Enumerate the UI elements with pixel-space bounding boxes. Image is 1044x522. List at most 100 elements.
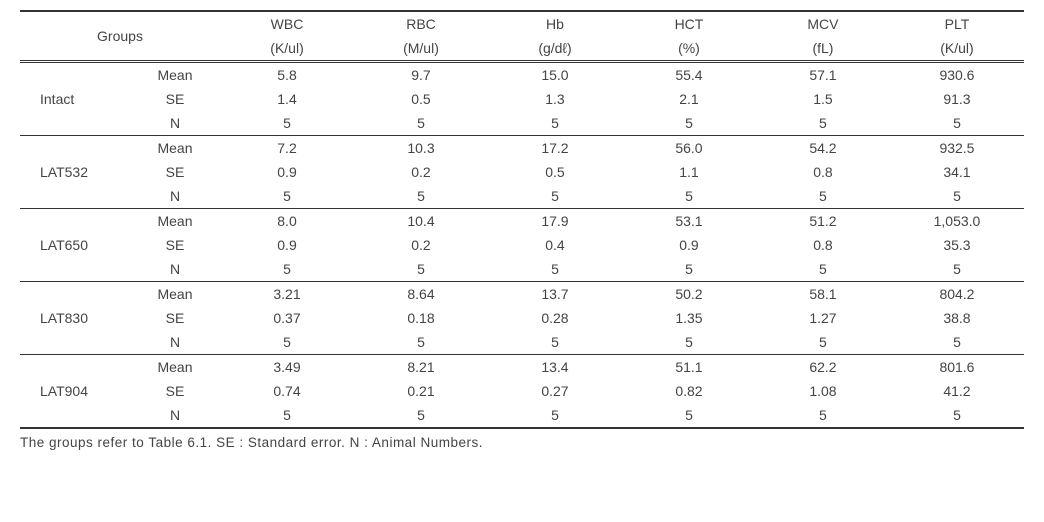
cell-value: 0.9: [220, 233, 354, 257]
cell-value: 0.9: [622, 233, 756, 257]
cell-value: 8.21: [354, 355, 488, 380]
cell-value: 34.1: [890, 160, 1024, 184]
cell-value: 50.2: [622, 282, 756, 307]
stat-label-mean: Mean: [130, 209, 220, 234]
cell-value: 1.1: [622, 160, 756, 184]
cell-value: 56.0: [622, 136, 756, 161]
cell-value: 5: [354, 257, 488, 282]
table-row: LAT650 Mean 8.0 10.4 17.9 53.1 51.2 1,05…: [20, 209, 1024, 234]
cell-value: 5: [220, 257, 354, 282]
cell-value: 1,053.0: [890, 209, 1024, 234]
col-header-name: Hb: [488, 11, 622, 36]
cell-value: 0.8: [756, 160, 890, 184]
col-header-name: RBC: [354, 11, 488, 36]
cell-value: 1.08: [756, 379, 890, 403]
cell-value: 5: [488, 184, 622, 209]
cell-value: 1.3: [488, 87, 622, 111]
cell-value: 5: [488, 403, 622, 428]
cell-value: 2.1: [622, 87, 756, 111]
stat-label-n: N: [130, 111, 220, 136]
cell-value: 5: [890, 330, 1024, 355]
cell-value: 51.2: [756, 209, 890, 234]
cell-value: 5: [756, 111, 890, 136]
cell-value: 801.6: [890, 355, 1024, 380]
col-header-unit: (M/ul): [354, 36, 488, 62]
table-row: SE 0.37 0.18 0.28 1.35 1.27 38.8: [20, 306, 1024, 330]
table-row: LAT532 Mean 7.2 10.3 17.2 56.0 54.2 932.…: [20, 136, 1024, 161]
cell-value: 5: [756, 330, 890, 355]
stat-label-mean: Mean: [130, 355, 220, 380]
cell-value: 10.3: [354, 136, 488, 161]
stat-label-mean: Mean: [130, 282, 220, 307]
cell-value: 0.27: [488, 379, 622, 403]
col-header-unit: (fL): [756, 36, 890, 62]
cell-value: 5: [622, 111, 756, 136]
header-groups: Groups: [20, 11, 220, 62]
col-header-unit: (K/ul): [890, 36, 1024, 62]
col-header-name: WBC: [220, 11, 354, 36]
table-row: N 5 5 5 5 5 5: [20, 257, 1024, 282]
cell-value: 1.35: [622, 306, 756, 330]
cell-value: 58.1: [756, 282, 890, 307]
cell-value: 0.9: [220, 160, 354, 184]
cell-value: 10.4: [354, 209, 488, 234]
cell-value: 5: [890, 184, 1024, 209]
cell-value: 5: [756, 184, 890, 209]
cell-value: 0.82: [622, 379, 756, 403]
data-table: Groups WBC RBC Hb HCT MCV PLT (K/ul) (M/…: [20, 10, 1024, 429]
table-row: LAT830 Mean 3.21 8.64 13.7 50.2 58.1 804…: [20, 282, 1024, 307]
stat-label-n: N: [130, 403, 220, 428]
group-name: LAT830: [20, 282, 130, 355]
cell-value: 0.5: [488, 160, 622, 184]
group-name: Intact: [20, 62, 130, 136]
col-header-name: PLT: [890, 11, 1024, 36]
header-groups-label: Groups: [97, 28, 143, 44]
cell-value: 62.2: [756, 355, 890, 380]
cell-value: 17.2: [488, 136, 622, 161]
group-name: LAT650: [20, 209, 130, 282]
table-row: LAT904 Mean 3.49 8.21 13.4 51.1 62.2 801…: [20, 355, 1024, 380]
cell-value: 930.6: [890, 62, 1024, 88]
cell-value: 5: [890, 403, 1024, 428]
cell-value: 5: [354, 111, 488, 136]
cell-value: 5: [622, 330, 756, 355]
cell-value: 0.21: [354, 379, 488, 403]
cell-value: 5: [756, 403, 890, 428]
cell-value: 0.4: [488, 233, 622, 257]
cell-value: 35.3: [890, 233, 1024, 257]
cell-value: 1.4: [220, 87, 354, 111]
stat-label-se: SE: [130, 379, 220, 403]
stat-label-se: SE: [130, 306, 220, 330]
cell-value: 5: [622, 184, 756, 209]
cell-value: 804.2: [890, 282, 1024, 307]
cell-value: 54.2: [756, 136, 890, 161]
cell-value: 57.1: [756, 62, 890, 88]
stat-label-se: SE: [130, 87, 220, 111]
cell-value: 0.8: [756, 233, 890, 257]
col-header-unit: (g/dℓ): [488, 36, 622, 62]
cell-value: 5: [622, 257, 756, 282]
cell-value: 51.1: [622, 355, 756, 380]
group-name: LAT904: [20, 355, 130, 429]
cell-value: 15.0: [488, 62, 622, 88]
cell-value: 5: [488, 330, 622, 355]
cell-value: 0.18: [354, 306, 488, 330]
stat-label-mean: Mean: [130, 62, 220, 88]
stat-label-se: SE: [130, 233, 220, 257]
table-row: Intact Mean 5.8 9.7 15.0 55.4 57.1 930.6: [20, 62, 1024, 88]
stat-label-mean: Mean: [130, 136, 220, 161]
cell-value: 91.3: [890, 87, 1024, 111]
cell-value: 3.49: [220, 355, 354, 380]
cell-value: 5: [220, 403, 354, 428]
cell-value: 13.4: [488, 355, 622, 380]
table-row: SE 0.9 0.2 0.4 0.9 0.8 35.3: [20, 233, 1024, 257]
cell-value: 41.2: [890, 379, 1024, 403]
col-header-name: HCT: [622, 11, 756, 36]
cell-value: 5: [488, 111, 622, 136]
cell-value: 1.27: [756, 306, 890, 330]
cell-value: 9.7: [354, 62, 488, 88]
cell-value: 0.2: [354, 233, 488, 257]
table-row: N 5 5 5 5 5 5: [20, 111, 1024, 136]
table-row: SE 0.74 0.21 0.27 0.82 1.08 41.2: [20, 379, 1024, 403]
cell-value: 5.8: [220, 62, 354, 88]
